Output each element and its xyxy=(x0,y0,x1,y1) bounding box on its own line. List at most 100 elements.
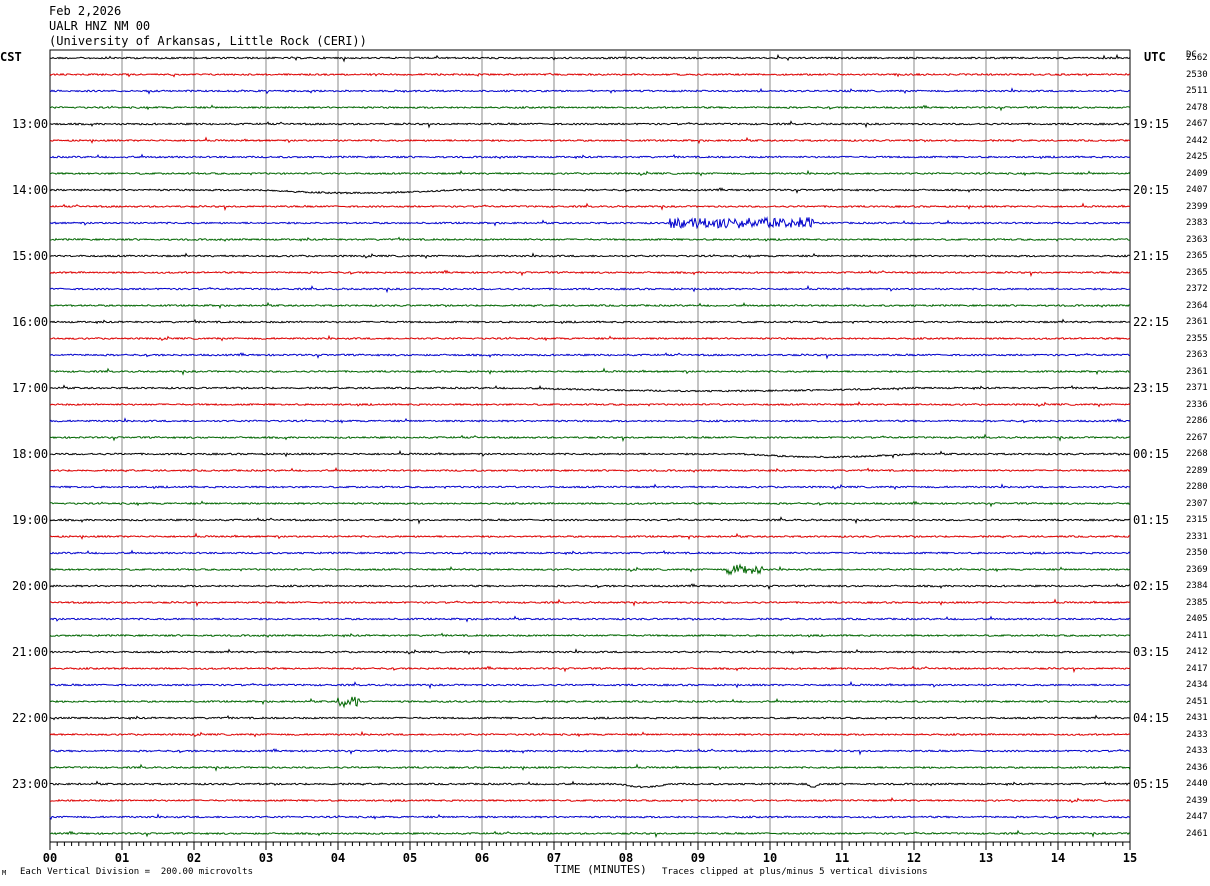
seismic-trace xyxy=(49,648,1130,655)
dc-value: 2350 xyxy=(1186,548,1208,558)
seismic-trace xyxy=(50,500,1131,508)
dc-value: 2562 xyxy=(1186,53,1208,63)
dc-value: 2268 xyxy=(1186,449,1208,459)
x-tick-label: 03 xyxy=(259,851,273,865)
seismic-trace xyxy=(49,748,1131,756)
dc-value: 2369 xyxy=(1186,564,1208,575)
dc-value: 2364 xyxy=(1186,300,1208,311)
x-tick-label: 09 xyxy=(691,851,705,865)
dc-value: 2434 xyxy=(1186,680,1208,690)
seismic-trace xyxy=(50,780,1131,789)
seismic-trace xyxy=(49,532,1130,541)
dc-value: 2267 xyxy=(1186,432,1208,443)
seismic-trace xyxy=(49,104,1131,112)
dc-value: 2363 xyxy=(1186,350,1208,360)
dc-value: 2440 xyxy=(1186,779,1208,789)
utc-hour-label: 21:15 xyxy=(1133,249,1170,263)
scale-note: Each Vertical Division = 200.00 microvol… xyxy=(20,867,253,877)
cst-hour-label: 15:00 xyxy=(12,249,49,263)
dc-value: 2442 xyxy=(1186,135,1208,146)
seismic-trace xyxy=(49,301,1131,310)
dc-value: 2530 xyxy=(1186,69,1208,80)
utc-hour-label: 05:15 xyxy=(1133,777,1170,791)
dc-value: 2412 xyxy=(1186,647,1208,657)
utc-hour-label: 03:15 xyxy=(1133,645,1170,659)
dc-value: 2371 xyxy=(1186,383,1208,393)
x-tick-label: 13 xyxy=(979,851,993,865)
time-axis: 00 01 02 03 04 05 06 07 08 09 10 11 12 13 14 15 xyxy=(43,841,1137,865)
dc-value: 2355 xyxy=(1186,333,1208,344)
dc-value: 2405 xyxy=(1186,614,1208,624)
cst-hour-label: 17:00 xyxy=(12,381,49,395)
plot-grid xyxy=(49,49,1131,843)
seismic-trace xyxy=(49,334,1131,342)
utc-hour-label: 22:15 xyxy=(1133,315,1170,329)
seismic-trace xyxy=(50,352,1131,360)
seismic-trace xyxy=(49,318,1131,325)
x-axis-title: TIME (MINUTES) xyxy=(554,863,647,876)
seismic-trace xyxy=(49,400,1131,408)
x-tick-label: 15 xyxy=(1123,851,1137,865)
cst-hour-label: 23:00 xyxy=(12,777,49,791)
seismic-trace xyxy=(49,483,1131,490)
seismic-trace xyxy=(49,796,1131,804)
seismic-trace xyxy=(49,216,1131,230)
dc-value: 2451 xyxy=(1186,696,1208,707)
seismic-trace xyxy=(50,120,1131,129)
dc-value: 2433 xyxy=(1186,746,1208,756)
dc-value: 2425 xyxy=(1186,152,1208,162)
seismic-trace xyxy=(49,680,1131,690)
cst-hour-label: 19:00 xyxy=(12,513,49,527)
x-tick-label: 00 xyxy=(43,851,57,865)
seismic-trace xyxy=(49,284,1131,294)
dc-value: 2383 xyxy=(1186,218,1208,228)
corner-mark: M xyxy=(2,869,7,877)
cst-hour-label: 21:00 xyxy=(12,645,49,659)
dc-value: 2417 xyxy=(1186,663,1208,674)
dc-value: 2315 xyxy=(1186,515,1208,525)
dc-value: 2439 xyxy=(1186,795,1208,806)
seismic-trace xyxy=(49,615,1130,623)
seismic-trace xyxy=(49,714,1131,721)
seismic-trace xyxy=(49,169,1131,177)
institution-name: (University of Arkansas, Little Rock (CE… xyxy=(49,34,367,48)
station-name: UALR HNZ NM 00 xyxy=(49,19,151,33)
x-tick-label: 08 xyxy=(619,851,633,865)
seismic-trace xyxy=(49,549,1131,556)
cst-hour-label: 18:00 xyxy=(12,447,49,461)
dc-header: DC xyxy=(1186,50,1197,60)
plot-frame xyxy=(49,49,1131,843)
seismic-trace xyxy=(49,252,1131,259)
dc-value: 2361 xyxy=(1186,366,1208,377)
x-tick-label: 06 xyxy=(475,851,489,865)
seismic-trace xyxy=(49,136,1131,145)
clip-note: Traces clipped at plus/minus 5 vertical … xyxy=(662,867,928,877)
dc-value: 2384 xyxy=(1186,581,1208,591)
utc-hour-label: 19:15 xyxy=(1133,117,1170,131)
utc-axis-label: UTC xyxy=(1144,50,1166,64)
seismic-trace xyxy=(50,53,1131,63)
dc-value: 2385 xyxy=(1186,597,1208,608)
utc-hour-label: 02:15 xyxy=(1133,579,1170,593)
cst-axis-label: CST xyxy=(0,50,22,64)
dc-value: 2447 xyxy=(1186,812,1208,822)
dc-value: 2478 xyxy=(1186,102,1208,113)
dc-value: 2511 xyxy=(1186,86,1208,96)
cst-hour-label: 16:00 xyxy=(12,315,49,329)
seismic-trace xyxy=(49,202,1131,212)
dc-value: 2289 xyxy=(1186,465,1208,476)
dc-value: 2431 xyxy=(1186,713,1208,723)
seismic-traces xyxy=(49,53,1131,839)
dc-value: 2467 xyxy=(1186,119,1208,129)
x-tick-label: 02 xyxy=(187,851,201,865)
x-tick-label: 04 xyxy=(331,851,345,865)
seismic-trace xyxy=(49,696,1131,709)
utc-hour-label: 04:15 xyxy=(1133,711,1170,725)
dc-value: 2411 xyxy=(1186,630,1208,641)
dc-value: 2336 xyxy=(1186,399,1208,410)
dc-value: 2399 xyxy=(1186,201,1208,212)
seismic-trace xyxy=(49,598,1131,608)
utc-hour-label: 23:15 xyxy=(1133,381,1170,395)
dc-value: 2286 xyxy=(1186,416,1208,426)
